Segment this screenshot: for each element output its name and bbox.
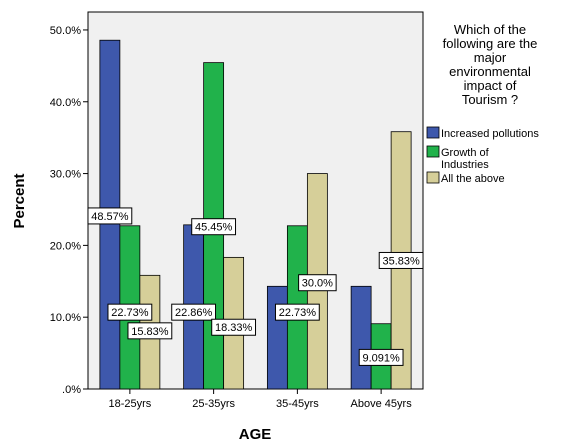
data-label-text: 22.86% <box>175 307 213 319</box>
data-label-text: 18.33% <box>215 322 253 334</box>
data-label-text: 45.45% <box>195 222 233 234</box>
legend-title-line: major <box>474 50 507 65</box>
data-label-box <box>274 303 320 321</box>
y-tick-label: 20.0% <box>50 240 81 252</box>
legend-swatch <box>426 145 440 158</box>
data-label-box <box>107 303 153 321</box>
legend-title-line: impact of <box>464 78 517 93</box>
data-label: 22.73% <box>107 303 153 321</box>
data-label-box <box>87 207 133 225</box>
y-tick-label: 30.0% <box>50 169 81 181</box>
data-labels-layer: 48.57% 22.86% 22.73% 45.45% 22.73% 9.091% 15.8… <box>87 207 424 366</box>
bar-1-4 <box>350 285 372 390</box>
x-tick-label: 18-25yrs <box>108 398 151 410</box>
data-label: 48.57% <box>87 207 133 225</box>
y-tick-label: 40.0% <box>50 97 81 109</box>
legend-title-line: Tourism ? <box>462 92 518 107</box>
data-label-text: 22.73% <box>111 307 149 319</box>
y-tick-label: 50.0% <box>50 25 81 37</box>
data-label-text: 22.73% <box>279 307 317 319</box>
legend-label: Industries <box>441 159 489 171</box>
data-label-text: 48.57% <box>91 211 129 223</box>
data-label: 30.0% <box>298 274 337 292</box>
data-label-box <box>191 218 237 236</box>
data-label: 22.86% <box>171 303 217 321</box>
data-label-text: 15.83% <box>131 326 169 338</box>
x-tick-label: 35-45yrs <box>276 398 319 410</box>
data-label-text: 35.83% <box>382 255 420 267</box>
x-tick-label: Above 45yrs <box>351 398 413 410</box>
x-axis-title: AGE <box>239 426 272 443</box>
legend-label: Increased pollutions <box>441 128 539 140</box>
data-label-box <box>298 274 337 292</box>
data-label: 22.73% <box>274 303 320 321</box>
legend-label: All the above <box>441 173 505 185</box>
bar-1-3 <box>266 285 288 390</box>
data-label: 9.091% <box>358 348 404 366</box>
legend-title-line: environmental <box>449 64 531 79</box>
data-label-box <box>358 348 404 366</box>
data-label-text: 9.091% <box>362 352 400 364</box>
y-axis-title: Percent <box>11 173 28 228</box>
data-label: 18.33% <box>211 318 257 336</box>
data-label-text: 30.0% <box>302 278 333 290</box>
y-tick-label: 10.0% <box>50 312 81 324</box>
legend-title-line: Which of the <box>454 22 526 37</box>
data-label-box <box>378 251 424 269</box>
legend-swatch <box>426 171 440 184</box>
x-tick-label: 25-35yrs <box>192 398 235 410</box>
data-label: 45.45% <box>191 218 237 236</box>
legend-swatch <box>426 126 440 139</box>
data-label: 35.83% <box>378 251 424 269</box>
data-label-box <box>127 322 173 340</box>
data-label-box <box>211 318 257 336</box>
axes-layer: .0% 10.0% 20.0% 30.0% 40.0% 50.0% 18-25yrs 25-3… <box>50 25 412 410</box>
data-label-box <box>171 303 217 321</box>
data-label: 15.83% <box>127 322 173 340</box>
y-tick-label: .0% <box>62 384 81 396</box>
legend-label: Growth of <box>441 147 490 159</box>
legend-title-line: following are the <box>443 36 538 51</box>
